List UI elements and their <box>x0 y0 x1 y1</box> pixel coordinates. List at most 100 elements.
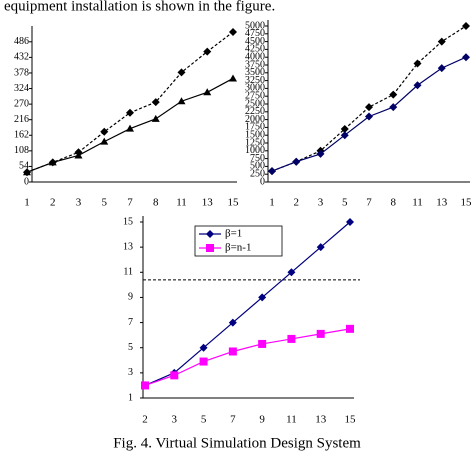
x-tick-label: 7 <box>366 197 372 209</box>
point <box>340 124 349 133</box>
y-tick-label: 486 <box>14 36 29 47</box>
y-tick-label: 324 <box>14 83 29 94</box>
x-tick-label: 5 <box>201 414 207 426</box>
legend-marker <box>206 244 214 252</box>
point <box>389 90 398 99</box>
x-tick-label: 15 <box>461 197 473 209</box>
point <box>74 151 83 159</box>
x-tick-label: 11 <box>286 414 297 426</box>
point <box>462 53 470 62</box>
y-tick-label: 108 <box>14 145 29 156</box>
point <box>413 59 422 68</box>
y-tick-label: 2000 <box>245 114 265 125</box>
point <box>340 131 349 140</box>
x-tick-label: 13 <box>202 197 214 209</box>
x-tick-label: 1 <box>24 197 30 209</box>
point <box>462 22 470 30</box>
point <box>316 243 325 252</box>
x-tick-label: 5 <box>102 197 108 209</box>
point <box>346 324 354 333</box>
point <box>316 329 325 338</box>
y-tick-label: 162 <box>14 130 29 141</box>
y-tick-label: 54 <box>19 161 29 172</box>
x-tick-label: 9 <box>259 414 265 426</box>
point <box>413 81 422 90</box>
y-tick-label: 5000 <box>245 20 265 31</box>
y-tick-label: 2500 <box>245 98 265 109</box>
x-tick-label: 8 <box>391 197 397 209</box>
x-tick-label: 13 <box>436 197 448 209</box>
point <box>437 64 446 73</box>
point <box>48 158 57 166</box>
x-tick-label: 5 <box>342 197 348 209</box>
series-line <box>144 221 351 386</box>
point <box>126 108 134 117</box>
x-tick-label: 13 <box>315 414 327 426</box>
y-tick-label: 250 <box>250 168 265 179</box>
y-tick-label: 4250 <box>245 44 265 55</box>
y-tick-label: 3250 <box>245 75 265 86</box>
point <box>287 268 296 277</box>
x-tick-label: 7 <box>230 414 236 426</box>
point <box>389 103 398 112</box>
y-tick-label: 15 <box>123 216 133 227</box>
y-tick-label: 5 <box>128 342 133 353</box>
y-tick-label: 3500 <box>245 67 265 78</box>
point <box>258 339 267 348</box>
point <box>177 68 186 77</box>
series-line <box>144 328 351 386</box>
legend-label: β=1 <box>225 228 242 240</box>
x-tick-label: 15 <box>228 197 240 209</box>
point <box>365 103 373 112</box>
point <box>287 334 296 343</box>
caption: Fig. 4. Virtual Simulation Design System <box>113 435 361 451</box>
x-tick-label: 15 <box>345 414 357 426</box>
point <box>316 149 325 158</box>
y-tick-label: 3750 <box>245 59 265 70</box>
point <box>228 347 237 356</box>
x-tick-label: 7 <box>127 197 133 209</box>
x-tick-label: 3 <box>76 197 82 209</box>
y-tick-label: 4000 <box>245 51 265 62</box>
y-tick-label: 270 <box>14 98 29 109</box>
y-tick-label: 1500 <box>245 129 265 140</box>
point <box>292 157 301 166</box>
x-tick-label: 2 <box>50 197 56 209</box>
y-tick-label: 3 <box>128 367 133 378</box>
y-tick-label: 0 <box>260 176 265 187</box>
point <box>170 371 179 380</box>
y-tick-label: 3000 <box>245 83 265 94</box>
legend-marker <box>206 230 214 238</box>
point <box>100 137 109 145</box>
point <box>177 97 186 105</box>
y-tick-label: 2750 <box>245 90 265 101</box>
series-line <box>271 25 467 172</box>
point <box>268 167 276 176</box>
y-tick-label: 1250 <box>245 137 265 148</box>
y-tick-label: 4750 <box>245 28 265 39</box>
point <box>229 74 237 82</box>
point <box>126 124 134 132</box>
y-tick-label: 1750 <box>245 122 265 133</box>
point <box>437 37 446 46</box>
x-tick-label: 3 <box>172 414 178 426</box>
header-text: equipment installation is shown in the f… <box>4 0 275 14</box>
y-tick-label: 11 <box>123 267 133 278</box>
x-tick-label: 2 <box>142 414 148 426</box>
y-tick-label: 0 <box>24 176 29 187</box>
x-tick-label: 11 <box>412 197 423 209</box>
point <box>23 168 31 176</box>
point <box>141 381 149 390</box>
point <box>203 88 212 96</box>
y-tick-label: 2250 <box>245 106 265 117</box>
y-tick-label: 1000 <box>245 145 265 156</box>
y-tick-label: 432 <box>14 52 29 63</box>
x-tick-label: 8 <box>153 197 159 209</box>
point <box>151 98 160 107</box>
x-tick-label: 11 <box>176 197 187 209</box>
point <box>199 357 208 366</box>
y-tick-label: 378 <box>14 67 29 78</box>
point <box>100 127 109 136</box>
x-tick-label: 2 <box>294 197 300 209</box>
point <box>199 343 208 352</box>
